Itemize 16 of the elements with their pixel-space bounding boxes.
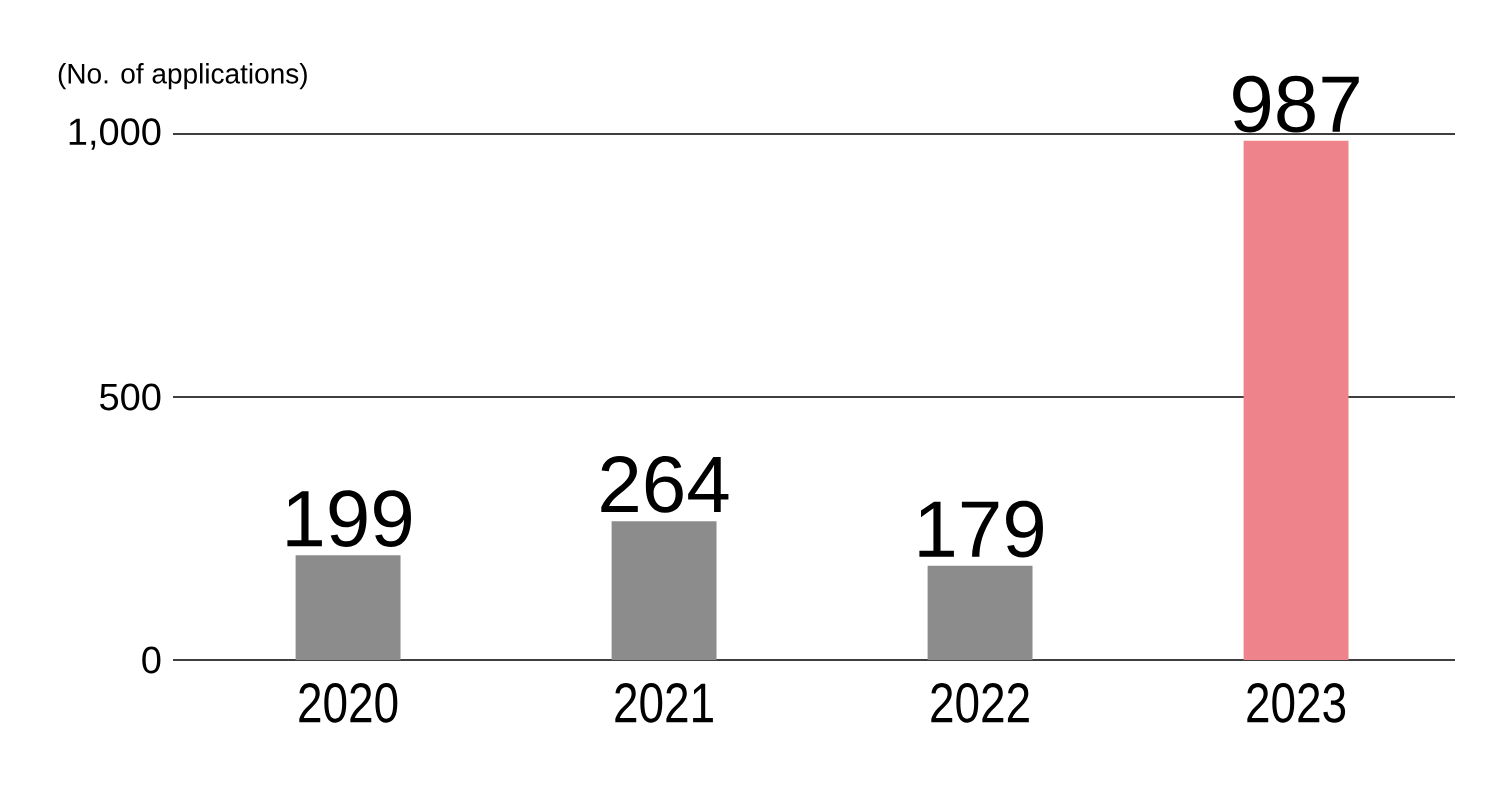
y-tick-label: 1,000 [69, 118, 161, 150]
bar [1243, 140, 1349, 660]
data-label: 264 [601, 456, 729, 513]
bar [295, 555, 401, 660]
x-tick-label: 2021 [615, 683, 713, 723]
data-label: 987 [1233, 75, 1359, 133]
data-label: 179 [919, 500, 1043, 558]
bar [927, 565, 1033, 660]
x-tick-label: 2023 [1247, 683, 1346, 723]
bar [611, 521, 717, 660]
data-label: 199 [287, 490, 411, 547]
y-axis-title: (No. of applications) [58, 63, 307, 90]
x-tick-label: 2022 [931, 683, 1029, 723]
y-tick-label: 0 [142, 646, 161, 674]
y-tick-label: 500 [100, 383, 161, 411]
x-tick-label: 2020 [299, 683, 398, 723]
